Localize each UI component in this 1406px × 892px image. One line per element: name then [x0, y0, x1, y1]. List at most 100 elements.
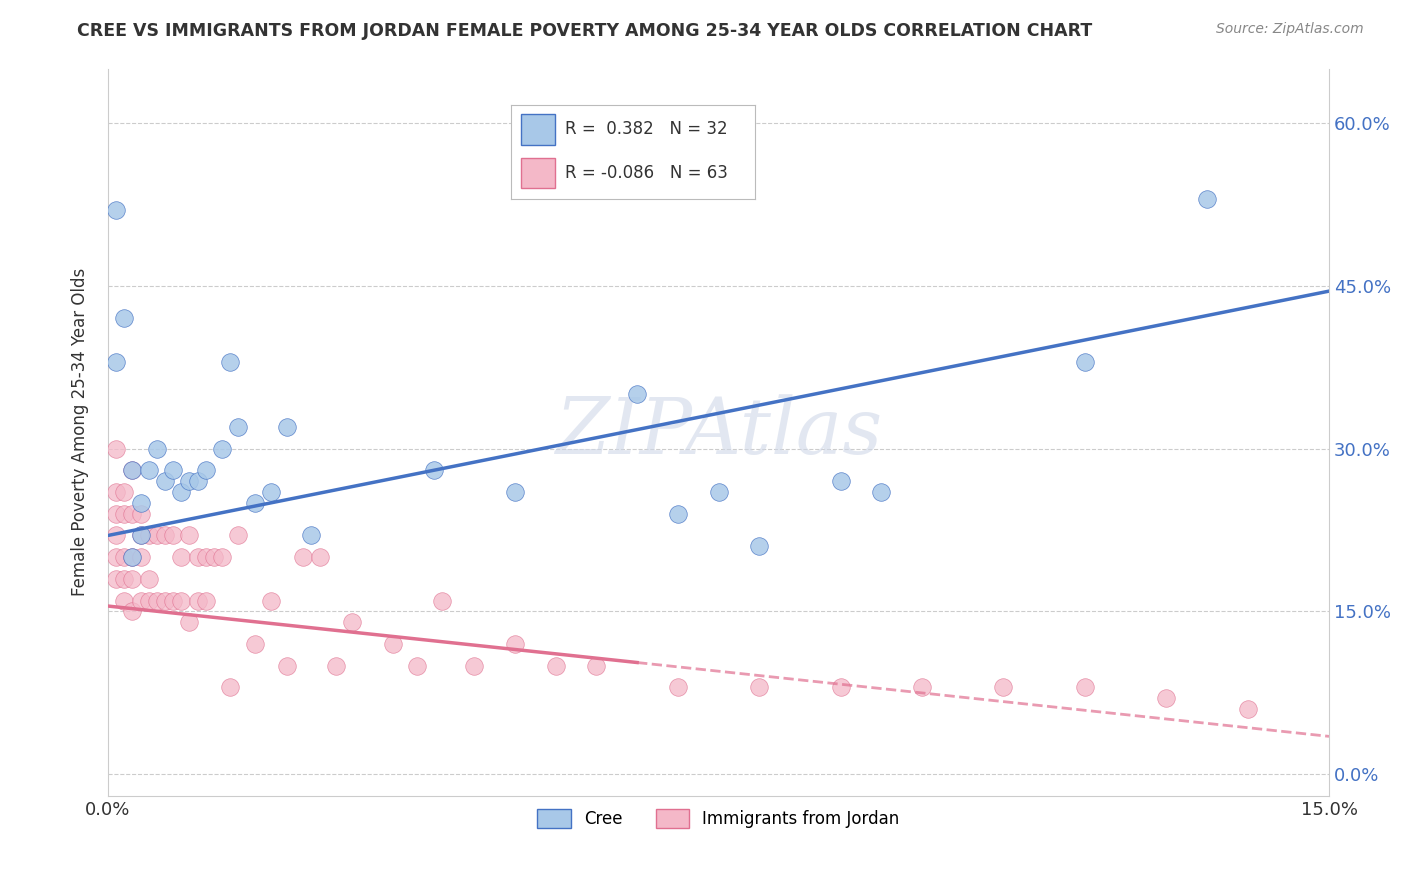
Text: Source: ZipAtlas.com: Source: ZipAtlas.com: [1216, 22, 1364, 37]
Point: [179, 474, 201, 488]
Point: [121, 572, 143, 586]
Point: [112, 593, 135, 607]
Y-axis label: Female Poverty Among 25-34 Year Olds: Female Poverty Among 25-34 Year Olds: [72, 268, 89, 597]
Point: [162, 463, 184, 477]
Point: [260, 593, 283, 607]
Point: [153, 593, 176, 607]
Point: [170, 593, 193, 607]
Point: [226, 528, 249, 542]
Point: [911, 681, 934, 695]
Point: [186, 550, 208, 565]
Point: [112, 485, 135, 500]
Point: [381, 637, 404, 651]
Point: [129, 550, 152, 565]
Point: [179, 528, 201, 542]
Point: [276, 658, 298, 673]
Point: [170, 485, 193, 500]
Point: [170, 550, 193, 565]
Point: [211, 442, 233, 456]
Point: [153, 474, 176, 488]
Point: [406, 658, 429, 673]
Point: [243, 637, 266, 651]
Point: [121, 550, 143, 565]
Point: [105, 202, 128, 217]
Point: [112, 572, 135, 586]
Point: [146, 442, 169, 456]
Point: [202, 550, 225, 565]
Point: [219, 355, 242, 369]
Point: [105, 528, 128, 542]
Point: [292, 550, 315, 565]
Point: [430, 593, 453, 607]
Point: [1074, 355, 1097, 369]
Point: [1236, 702, 1258, 716]
Point: [1074, 681, 1097, 695]
Point: [112, 507, 135, 521]
Point: [186, 474, 208, 488]
Point: [544, 658, 567, 673]
Point: [162, 528, 184, 542]
Point: [870, 485, 893, 500]
Point: [830, 474, 852, 488]
Point: [194, 593, 217, 607]
Point: [503, 637, 526, 651]
Point: [153, 528, 176, 542]
Point: [129, 528, 152, 542]
Point: [129, 496, 152, 510]
Point: [121, 463, 143, 477]
Point: [138, 572, 160, 586]
Point: [105, 507, 128, 521]
Point: [211, 550, 233, 565]
Point: [194, 463, 217, 477]
Point: [105, 572, 128, 586]
Point: [626, 387, 648, 401]
Point: [121, 463, 143, 477]
Point: [243, 496, 266, 510]
Point: [276, 420, 298, 434]
Point: [105, 442, 128, 456]
Point: [219, 681, 242, 695]
Point: [748, 539, 770, 553]
Point: [146, 528, 169, 542]
Point: [138, 593, 160, 607]
Point: [226, 420, 249, 434]
Point: [585, 658, 607, 673]
Point: [1154, 691, 1177, 706]
Point: [179, 615, 201, 630]
Point: [830, 681, 852, 695]
Point: [993, 681, 1015, 695]
Text: ZIPAtlas: ZIPAtlas: [555, 394, 882, 470]
Point: [748, 681, 770, 695]
Point: [129, 507, 152, 521]
Point: [422, 463, 444, 477]
Point: [186, 593, 208, 607]
Text: CREE VS IMMIGRANTS FROM JORDAN FEMALE POVERTY AMONG 25-34 YEAR OLDS CORRELATION : CREE VS IMMIGRANTS FROM JORDAN FEMALE PO…: [77, 22, 1092, 40]
Point: [503, 485, 526, 500]
Point: [112, 311, 135, 326]
Point: [162, 593, 184, 607]
Point: [463, 658, 485, 673]
Point: [112, 550, 135, 565]
Point: [121, 605, 143, 619]
Point: [666, 681, 689, 695]
Point: [138, 463, 160, 477]
Point: [105, 550, 128, 565]
Point: [129, 593, 152, 607]
Point: [666, 507, 689, 521]
Point: [340, 615, 363, 630]
Point: [121, 507, 143, 521]
Point: [129, 528, 152, 542]
Point: [308, 550, 330, 565]
Point: [260, 485, 283, 500]
Point: [138, 528, 160, 542]
Point: [121, 550, 143, 565]
Point: [105, 485, 128, 500]
Point: [146, 593, 169, 607]
Point: [707, 485, 730, 500]
Point: [325, 658, 347, 673]
Point: [194, 550, 217, 565]
Point: [105, 355, 128, 369]
Legend: Cree, Immigrants from Jordan: Cree, Immigrants from Jordan: [530, 803, 907, 835]
Point: [1195, 192, 1218, 206]
Point: [301, 528, 323, 542]
